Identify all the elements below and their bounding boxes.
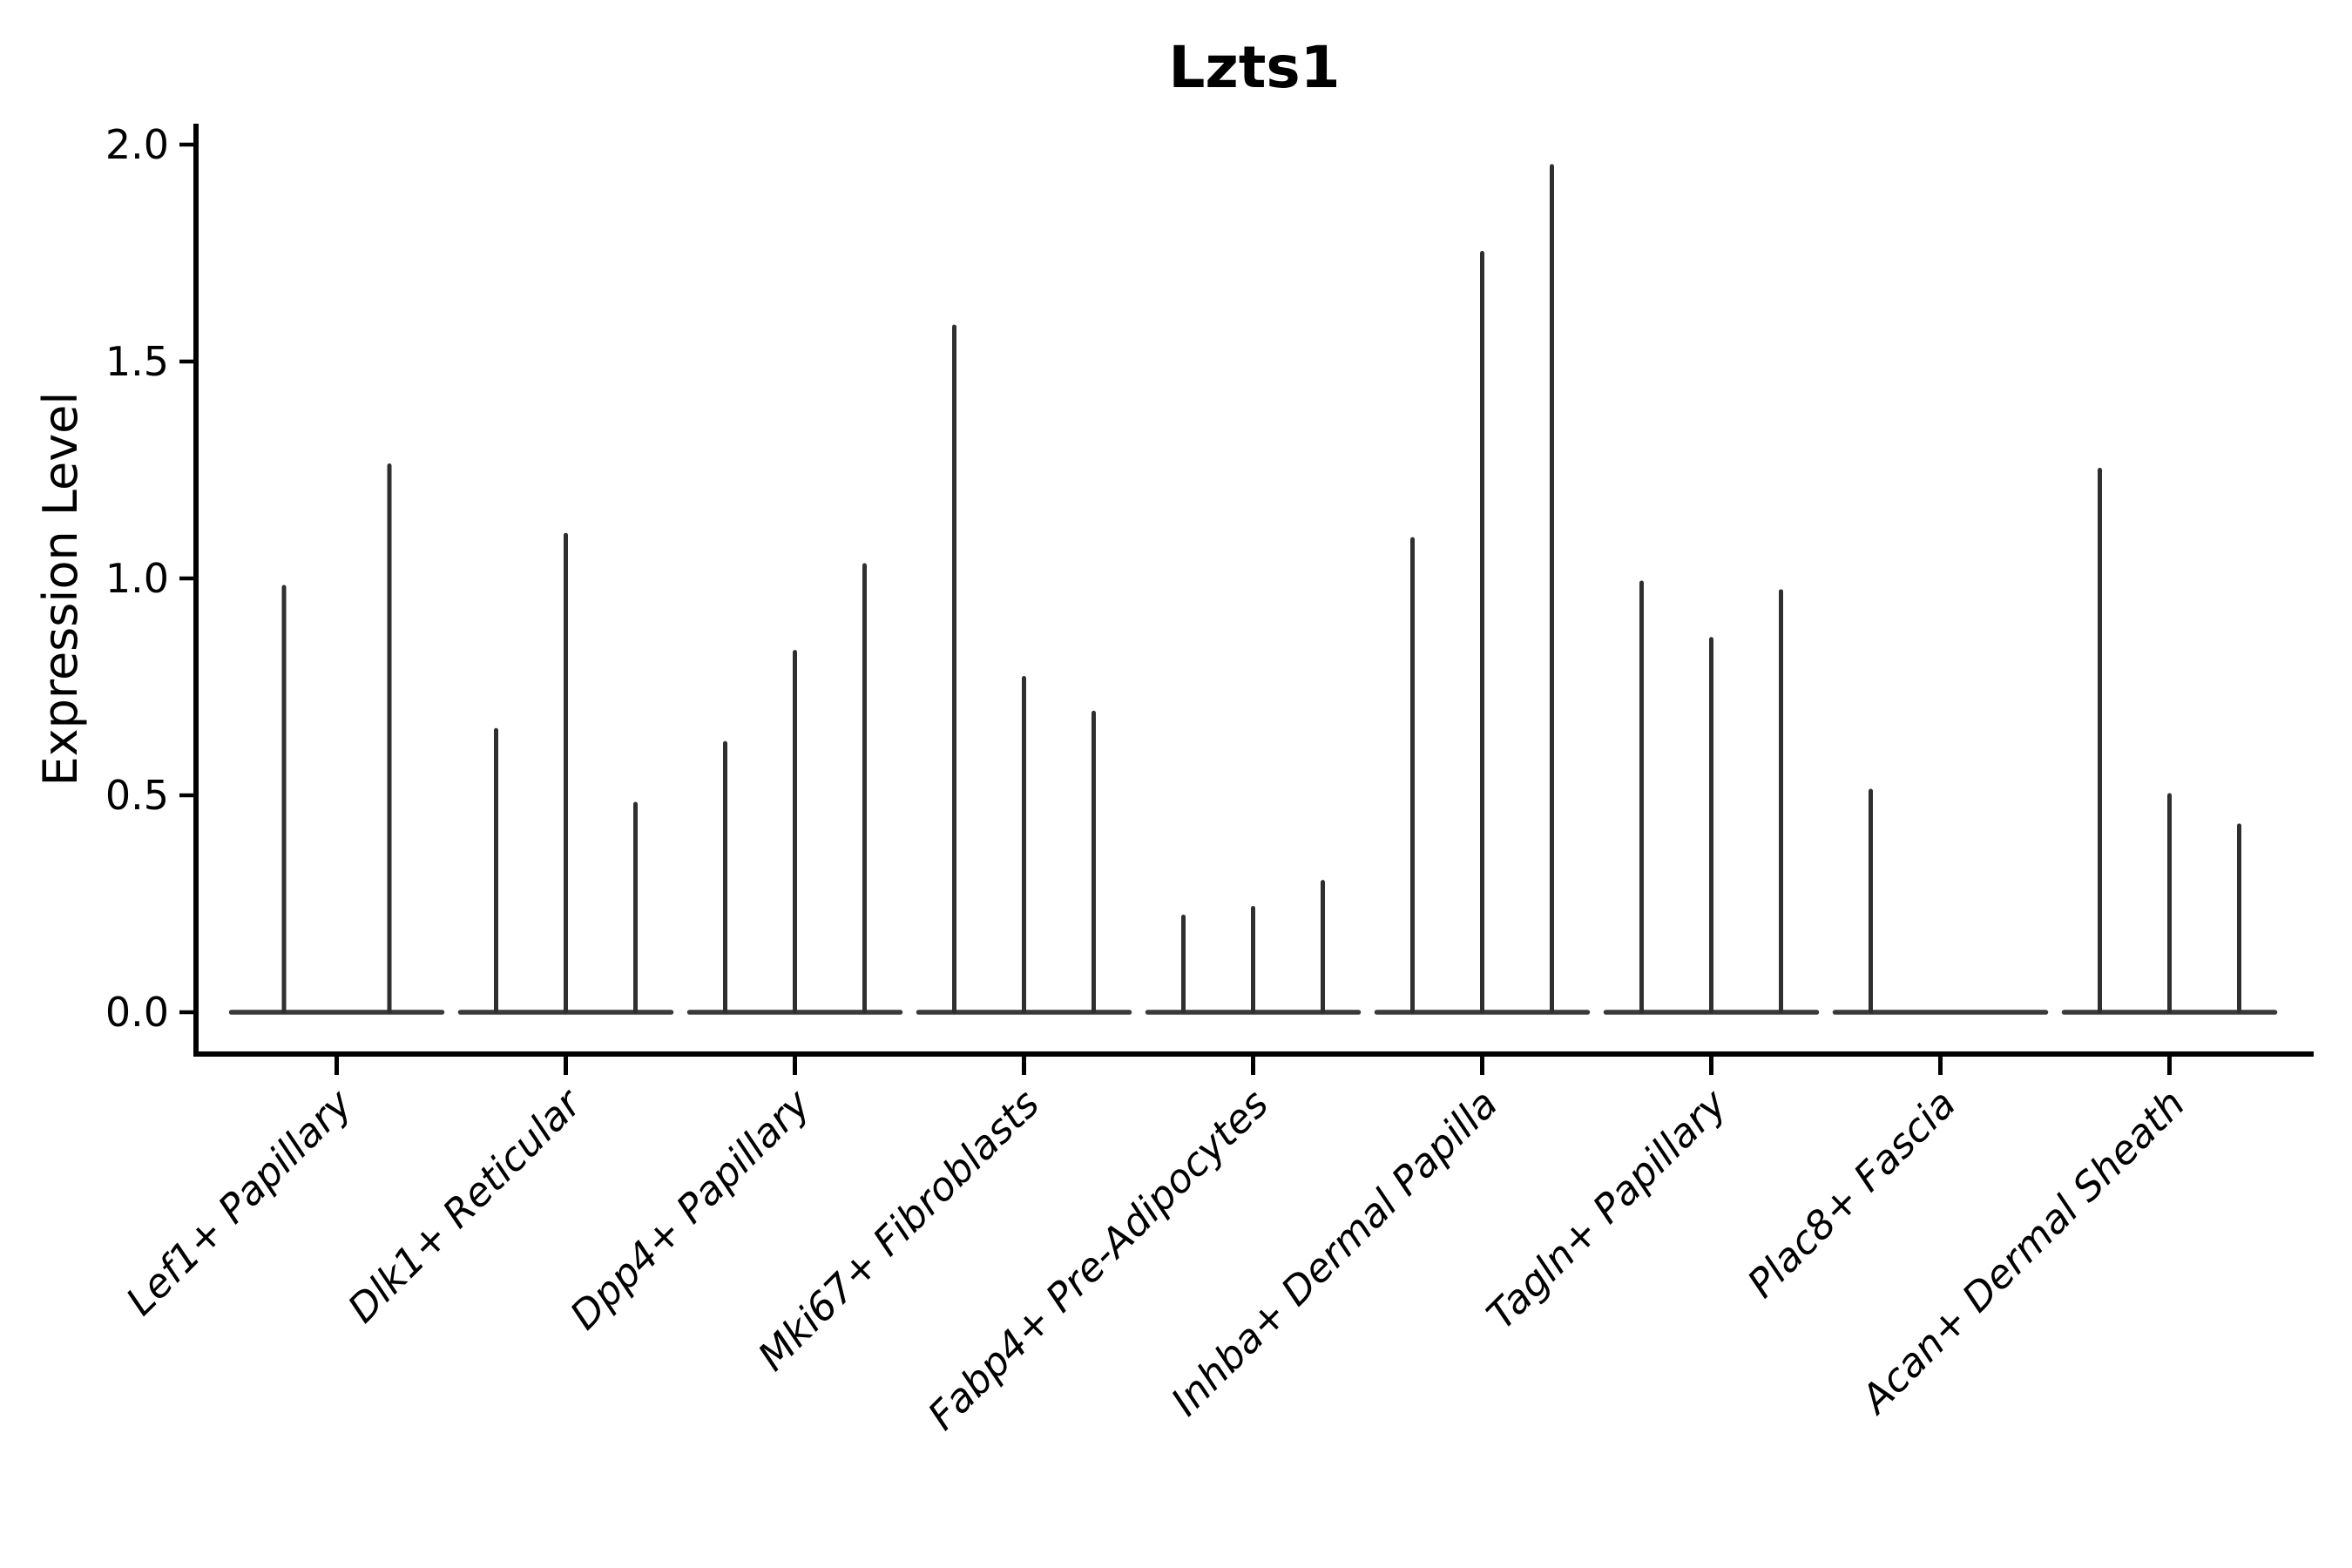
x-tick-label-group: Dpp4+ Papillary xyxy=(561,1079,820,1338)
violin-group xyxy=(686,563,903,1015)
x-tick-label: Dpp4+ Papillary xyxy=(561,1079,820,1338)
y-axis-label: Expression Level xyxy=(33,392,88,787)
violin-group xyxy=(1832,788,2049,1015)
violin-group xyxy=(228,463,445,1015)
y-tick-label: 1.0 xyxy=(105,555,169,602)
violin-group xyxy=(457,532,674,1015)
violin-group xyxy=(1603,580,1820,1015)
x-tick-label-group: Lef1+ Papillary xyxy=(117,1079,362,1324)
violin-group xyxy=(916,324,1132,1015)
x-tick-label: Lef1+ Papillary xyxy=(117,1079,362,1324)
y-tick-label: 1.5 xyxy=(105,338,169,385)
x-tick-label-group: Dlk1+ Reticular xyxy=(339,1079,591,1332)
x-tick-label: Plac8+ Fascia xyxy=(1739,1080,1965,1307)
violins-layer xyxy=(228,164,2278,1015)
violin-group xyxy=(1374,164,1591,1015)
y-tick-label: 0.5 xyxy=(105,772,169,819)
violin-group xyxy=(1145,880,1362,1015)
chart-title: Lzts1 xyxy=(1168,34,1340,101)
y-tick-label: 0.0 xyxy=(105,989,169,1036)
y-tick-label: 2.0 xyxy=(105,121,169,168)
x-tick-label-group: Tagln+ Papillary xyxy=(1477,1079,1736,1338)
x-tick-label-group: Plac8+ Fascia xyxy=(1739,1080,1965,1307)
x-tick-label: Tagln+ Papillary xyxy=(1477,1079,1736,1338)
x-tick-label: Dlk1+ Reticular xyxy=(339,1079,591,1332)
violin-group xyxy=(2061,468,2278,1015)
axes-layer xyxy=(179,124,2314,1075)
